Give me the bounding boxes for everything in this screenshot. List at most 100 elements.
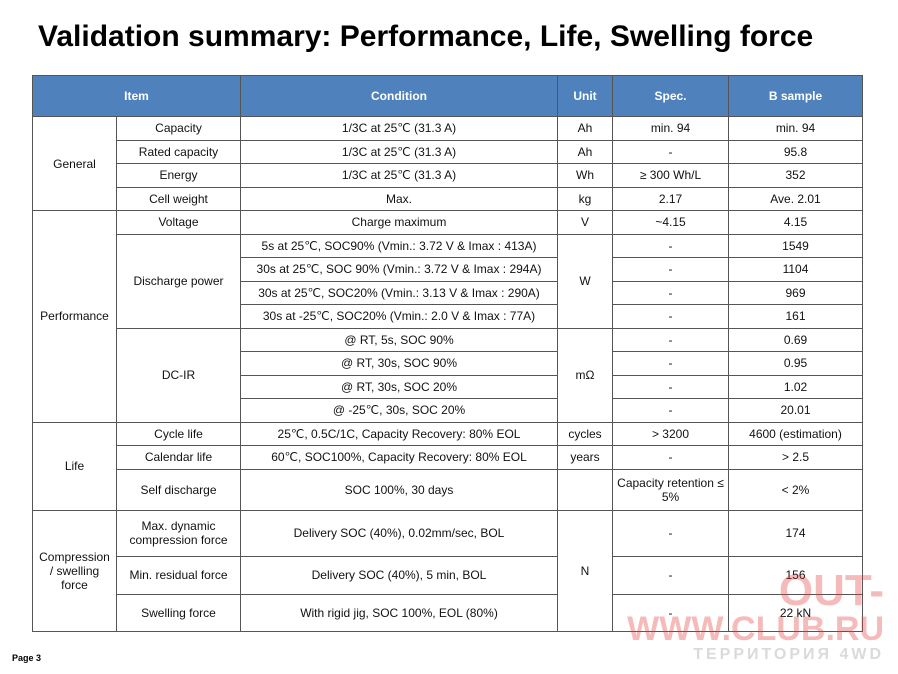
item-cell: Capacity [116,116,241,141]
spec-cell: - [612,593,729,632]
spec-cell: - [612,139,729,164]
spec-cell: min. 94 [612,116,729,141]
table-row: Energy 1/3C at 25℃ (31.3 A) Wh ≥ 300 Wh/L 35… [33,163,863,188]
condition-cell: SOC 100%, 30 days [240,468,558,511]
header-cell: Condition [240,75,558,117]
condition-cell: @ RT, 5s, SOC 90% [240,327,558,352]
condition-cell: @ RT, 30s, SOC 90% [240,351,558,376]
sample-cell: 352 [728,163,863,188]
summary-table: Item Condition Unit Spec. B sample Gener… [32,75,863,632]
sample-cell: 22 kN [728,593,863,632]
table-row: Swelling force With rigid jig, SOC 100%, … [33,593,863,632]
sample-cell: 4.15 [728,210,863,235]
unit-cell: W [557,233,613,329]
item-cell: Voltage [116,210,241,235]
condition-cell: With rigid jig, SOC 100%, EOL (80%) [240,593,558,632]
unit-cell: V [557,210,613,235]
unit-cell: kg [557,186,613,211]
unit-cell: Ah [557,116,613,141]
sample-cell: 0.69 [728,327,863,352]
group-cell: General [32,116,117,211]
condition-cell: 60℃, SOC100%, Capacity Recovery: 80% EOL [240,445,558,470]
sample-cell: min. 94 [728,116,863,141]
table-row: DC-IR @ RT, 5s, SOC 90% mΩ -0.69 [33,327,863,423]
unit-cell: years [557,445,613,470]
sample-cell: 1.02 [728,374,863,399]
table-row: 30s at 25℃, SOC 90% (Vmin.: 3.72 V & Ima… [33,257,863,282]
spec-cell: ~4.15 [612,210,729,235]
item-cell: Cell weight [116,186,241,211]
sample-cell: 20.01 [728,398,863,423]
spec-cell: - [612,445,729,470]
sample-cell: 156 [728,555,863,595]
unit-cell: Ah [557,139,613,164]
spec-cell: - [612,351,729,376]
condition-cell: @ RT, 30s, SOC 20% [240,374,558,399]
table-row: Performance Voltage Charge maximum V ~4.15 4.… [32,210,863,423]
spec-cell: 2.17 [612,186,729,211]
table-row: 30s at 25℃, SOC20% (Vmin.: 3.13 V & Imax… [33,280,863,305]
item-cell: Rated capacity [116,139,241,164]
page-number: Page 3 [12,653,42,663]
header-row: Item Condition Unit Spec. B sample [32,75,863,117]
table-row: General Capacity 1/3C at 25℃ (31.3 A) Ah min… [32,116,863,211]
sample-cell: 0.95 [728,351,863,376]
condition-cell: Delivery SOC (40%), 5 min, BOL [240,555,558,595]
title: Validation summary: Performance, Life, S… [38,20,814,53]
spec-cell: Capacity retention ≤ 5% [612,468,729,511]
table-row: 30s at -25℃, SOC20% (Vmin.: 2.0 V & Imax… [33,304,863,329]
sample-cell: 174 [728,509,863,557]
unit-cell [557,468,613,511]
watermark-line: ТЕРРИТОРИЯ 4WD [693,646,884,663]
sample-cell: 1104 [728,257,863,282]
sample-cell: 969 [728,280,863,305]
sample-cell: 95.8 [728,139,863,164]
header-cell: B sample [728,75,863,117]
spec-cell: - [612,233,729,258]
condition-cell: 1/3C at 25℃ (31.3 A) [240,139,558,164]
spec-cell: - [612,398,729,423]
unit-cell: cycles [557,421,613,446]
unit-cell: N [557,509,613,632]
item-cell: Self discharge [116,468,241,511]
unit-cell: mΩ [557,327,613,423]
unit-cell: Wh [557,163,613,188]
header-cell: Item [32,75,241,117]
sample-cell: Ave. 2.01 [728,186,863,211]
condition-cell: 25℃, 0.5C/1C, Capacity Recovery: 80% EOL [240,421,558,446]
condition-cell: @ -25℃, 30s, SOC 20% [240,398,558,423]
condition-cell: 5s at 25℃, SOC90% (Vmin.: 3.72 V & Imax … [240,233,558,258]
condition-cell: 30s at 25℃, SOC20% (Vmin.: 3.13 V & Imax… [240,280,558,305]
group-cell: Performance [32,210,117,423]
condition-cell: Delivery SOC (40%), 0.02mm/sec, BOL [240,509,558,557]
group-cell: Compression / swelling force [32,509,117,632]
table-row: Discharge power 5s at 25℃, SOC90% (Vmin.:… [33,233,863,329]
spec-cell: ≥ 300 Wh/L [612,163,729,188]
sample-cell: 4600 (estimation) [728,421,863,446]
item-cell: Energy [116,163,241,188]
spec-cell: - [612,509,729,557]
table-row: @ RT, 30s, SOC 20% -1.02 [33,374,863,399]
sample-cell: < 2% [728,468,863,511]
spec-cell: - [612,304,729,329]
table-row: Life Cycle life 25℃, 0.5C/1C, Capacity Rec… [32,421,863,511]
spec-cell: - [612,374,729,399]
sample-cell: 161 [728,304,863,329]
table-row: @ RT, 30s, SOC 90% -0.95 [33,351,863,376]
condition-cell: 1/3C at 25℃ (31.3 A) [240,163,558,188]
item-cell: DC-IR [116,327,241,423]
table-row: Min. residual force Delivery SOC (40%), 5… [33,555,863,595]
item-cell: Calendar life [116,445,241,470]
spec-cell: - [612,555,729,595]
table-row: Rated capacity 1/3C at 25℃ (31.3 A) Ah -95.… [33,139,863,164]
header-cell: Unit [557,75,613,117]
condition-cell: Charge maximum [240,210,558,235]
condition-cell: 1/3C at 25℃ (31.3 A) [240,116,558,141]
condition-cell: Max. [240,186,558,211]
table-row: Calendar life 60℃, SOC100%, Capacity Reco… [33,445,863,470]
item-cell: Discharge power [116,233,241,329]
sample-cell: 1549 [728,233,863,258]
group-cell: Life [32,421,117,511]
